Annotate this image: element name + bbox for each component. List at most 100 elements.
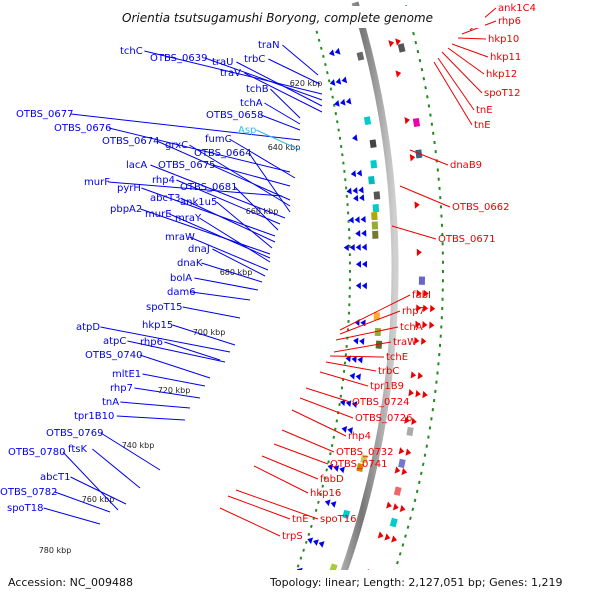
forward-gene-arrow — [361, 243, 367, 251]
left-gene-label: hkp15 — [142, 320, 173, 331]
reverse-gene-arrow — [395, 70, 402, 78]
forward-gene-arrow — [347, 427, 353, 434]
left-gene-label: grxC — [165, 140, 188, 151]
right-label-connector — [391, 225, 437, 240]
left-gene-label: traN — [258, 40, 280, 51]
right-label-connector — [325, 361, 377, 372]
left-gene-label: bolA — [170, 273, 192, 284]
left-gene-label: atpD — [76, 322, 100, 333]
left-label-connector — [134, 387, 201, 399]
left-label-connector — [212, 248, 266, 277]
right-gene-label: tpr1B9 — [370, 381, 404, 392]
track-tick-mark — [404, 534, 407, 538]
left-gene-label: OTBS_0780 — [8, 447, 65, 458]
left-label-connector — [199, 217, 271, 263]
track-tick-mark — [319, 492, 322, 496]
right-gene-label: tnE — [474, 120, 491, 131]
reverse-gene-arrow — [388, 40, 395, 48]
left-gene-label: abcT3 — [150, 193, 180, 204]
track-tick-mark — [419, 471, 423, 476]
left-label-connector — [282, 44, 319, 76]
reverse-gene-arrow — [395, 38, 401, 46]
forward-gene-arrow — [345, 355, 351, 363]
gene-feature-block — [342, 509, 351, 519]
gene-feature-block — [406, 426, 414, 437]
right-label-connector — [319, 371, 369, 387]
forward-gene-arrow — [358, 186, 364, 194]
left-gene-label: dam6 — [167, 287, 196, 298]
track-tick-mark — [304, 540, 308, 544]
forward-gene-arrow — [355, 282, 361, 290]
track-tick-mark — [307, 532, 311, 536]
right-label-connector — [253, 465, 309, 494]
right-gene-label: hkp12 — [486, 69, 517, 80]
forward-gene-arrow — [354, 216, 360, 224]
forward-gene-arrow — [351, 401, 358, 408]
forward-gene-arrow — [333, 465, 340, 472]
track-tick-mark — [310, 524, 313, 528]
left-gene-label: rhp6 — [140, 337, 163, 348]
left-label-connector — [141, 187, 276, 237]
track-tick-mark — [326, 71, 329, 75]
forward-gene-arrow — [361, 282, 367, 290]
track-tick-mark — [327, 460, 330, 464]
tick-label: 620 kbp — [290, 79, 323, 88]
reverse-gene-arrow — [416, 289, 422, 297]
reverse-gene-arrow — [409, 154, 416, 162]
forward-gene-arrow — [307, 537, 314, 545]
reverse-gene-arrow — [384, 533, 391, 541]
left-label-connector — [116, 415, 186, 421]
gene-feature-block — [397, 43, 406, 53]
left-gene-label: OTBS_0639 — [150, 53, 207, 64]
track-tick-mark — [317, 38, 321, 42]
right-gene-label: trpS — [282, 531, 303, 542]
tick-label: 720 kbp — [158, 386, 191, 395]
left-label-connector — [70, 476, 127, 505]
reverse-strand-labels: ank1C4 rhp6 hkp10 hkp11 hkp12 spoT12 tnE tnE dna… — [219, 3, 536, 542]
gene-feature-block — [363, 116, 372, 126]
forward-gene-arrow — [349, 244, 355, 251]
forward-gene-arrow — [341, 76, 348, 84]
left-label-connector — [256, 129, 301, 151]
left-label-connector — [144, 50, 323, 95]
track-tick-mark — [332, 435, 335, 439]
reverse-gene-arrow — [399, 504, 406, 513]
right-gene-label: OTBS_0741 — [330, 459, 387, 470]
track-tick-mark — [329, 87, 333, 91]
left-gene-label: pbpA2 — [110, 204, 142, 215]
left-gene-label: ftsK — [68, 444, 87, 455]
left-label-connector — [100, 326, 231, 353]
gene-feature-block — [371, 221, 379, 230]
left-gene-label: rhp4 — [152, 175, 175, 186]
right-label-connector — [219, 507, 281, 537]
reverse-gene-arrow — [417, 371, 424, 380]
right-label-connector — [339, 294, 411, 331]
left-label-connector — [172, 324, 236, 346]
left-label-connector — [189, 236, 269, 271]
left-label-connector — [156, 140, 291, 201]
gene-feature-block — [372, 204, 380, 213]
reverse-gene-arrow — [430, 304, 436, 313]
tick-label: 740 kbp — [122, 441, 155, 450]
left-label-connector — [204, 57, 323, 101]
right-gene-label: rhp6 — [498, 16, 521, 27]
left-gene-label: OTBS_0658 — [206, 110, 263, 121]
map-title: Orientia tsutsugamushi Boryong, complete… — [122, 11, 433, 25]
left-label-connector — [108, 181, 283, 197]
track-tick-mark — [413, 498, 417, 503]
right-label-connector — [335, 326, 399, 341]
left-label-connector — [92, 448, 141, 489]
left-gene-label: spoT18 — [7, 503, 44, 514]
track-tick-mark — [414, 40, 418, 45]
left-label-connector — [264, 102, 301, 125]
track-tick-mark — [323, 476, 327, 480]
left-gene-label: OTBS_0782 — [0, 487, 57, 498]
forward-gene-arrow — [359, 338, 365, 345]
track-tick-mark — [317, 500, 320, 504]
track-tick-mark — [315, 30, 319, 34]
right-gene-label: OTBS_0726 — [355, 413, 412, 424]
right-gene-label: tchE — [386, 352, 408, 363]
forward-gene-arrow — [329, 79, 336, 86]
reverse-gene-arrow — [394, 466, 401, 474]
